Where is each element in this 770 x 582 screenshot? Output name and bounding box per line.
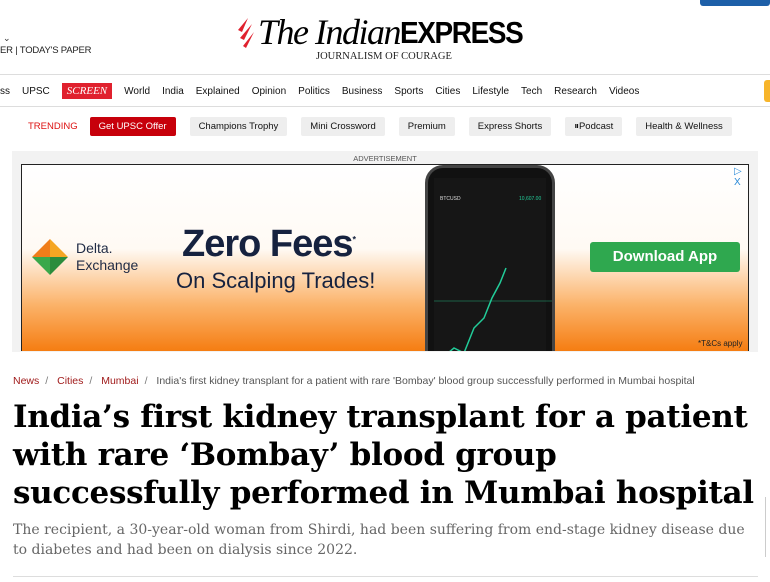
nav-item-tech[interactable]: Tech [521,85,543,97]
article-subtitle: The recipient, a 30-year-old woman from … [13,522,745,558]
article-title: India’s first kidney transplant for a pa… [13,399,754,511]
nav-item[interactable]: ss [0,85,10,97]
chevron-down-icon[interactable]: ⌄ [3,33,11,43]
brand-line1: Delta. [76,240,113,256]
svg-text:10,607.00: 10,607.00 [519,196,541,202]
divider [0,74,770,75]
breadcrumb: News / Cities / Mumbai / India's first kidn… [13,375,695,387]
trading-chart-image: BTCUSD 10,607.00 [434,196,552,351]
logo-express: EXPRESS [400,15,524,50]
logo-flame-icon [238,18,254,48]
ad-close-icon[interactable]: ▷ X [734,166,742,188]
delta-logo-icon [32,239,68,275]
trending-premium[interactable]: Premium [398,117,455,136]
delta-logo: Delta. Exchange [32,237,138,277]
breadcrumb-current: India's first kidney transplant for a pa… [156,375,695,387]
download-app-button[interactable]: Download App [590,242,740,272]
site-logo[interactable]: The Indian EXPRESS [234,14,536,50]
ad-headline: Zero Fees* [182,223,356,265]
trending-upsc-offer[interactable]: Get UPSC Offer [89,117,176,136]
nav-item-business[interactable]: Business [341,85,383,97]
trending-podcast[interactable]: ⏸Podcast [565,117,623,136]
nav-item-research[interactable]: Research [554,85,597,97]
nav-item-politics[interactable]: Politics [298,85,330,97]
nav-item-explained[interactable]: Explained [195,85,240,97]
breadcrumb-news[interactable]: News [13,375,40,387]
nav-item-india[interactable]: India [162,85,184,97]
divider [13,576,758,577]
trending-label: TRENDING [28,121,78,132]
ad-terms: *T&Cs apply [698,339,743,348]
advertisement: ADVERTISEMENT Delta. Exchange Zero Fees* … [12,151,758,352]
ad-subline: On Scalping Trades! [176,268,376,293]
trending-express-shorts[interactable]: Express Shorts [468,117,552,136]
nav-item-lifestyle[interactable]: Lifestyle [472,85,510,97]
svg-text:BTCUSD: BTCUSD [440,196,461,202]
tagline: JOURNALISM OF COURAGE [316,51,452,62]
main-nav: ss UPSC SCREEN World India Explained Opi… [0,83,651,99]
nav-item-world[interactable]: World [124,85,151,97]
nav-item-cities[interactable]: Cities [435,85,461,97]
nav-item-upsc[interactable]: UPSC [22,85,50,97]
share-sidebar [765,497,770,557]
subscribe-tab[interactable] [764,80,770,102]
nav-item-sports[interactable]: Sports [394,85,424,97]
trending-mini-crossword[interactable]: Mini Crossword [301,117,385,136]
logo-text: The Indian [258,12,402,52]
top-right-button[interactable] [700,0,770,6]
divider [0,106,770,107]
ad-label: ADVERTISEMENT [353,154,417,163]
phone-image: BTCUSD 10,607.00 [425,165,555,351]
trending-bar: TRENDING Get UPSC Offer Champions Trophy… [28,117,746,136]
nav-item-opinion[interactable]: Opinion [251,85,287,97]
brand-line2: Exchange [76,257,139,273]
trending-health-wellness[interactable]: Health & Wellness [636,117,732,136]
nav-item-videos[interactable]: Videos [608,85,640,97]
breadcrumb-cities[interactable]: Cities [57,375,84,387]
ad-banner[interactable]: Delta. Exchange Zero Fees* On Scalping Tr… [21,164,749,351]
trending-champions-trophy[interactable]: Champions Trophy [189,117,288,136]
breadcrumb-mumbai[interactable]: Mumbai [101,375,139,387]
nav-item-screen[interactable]: SCREEN [61,83,113,99]
top-links[interactable]: ER | TODAY'S PAPER [0,45,92,56]
